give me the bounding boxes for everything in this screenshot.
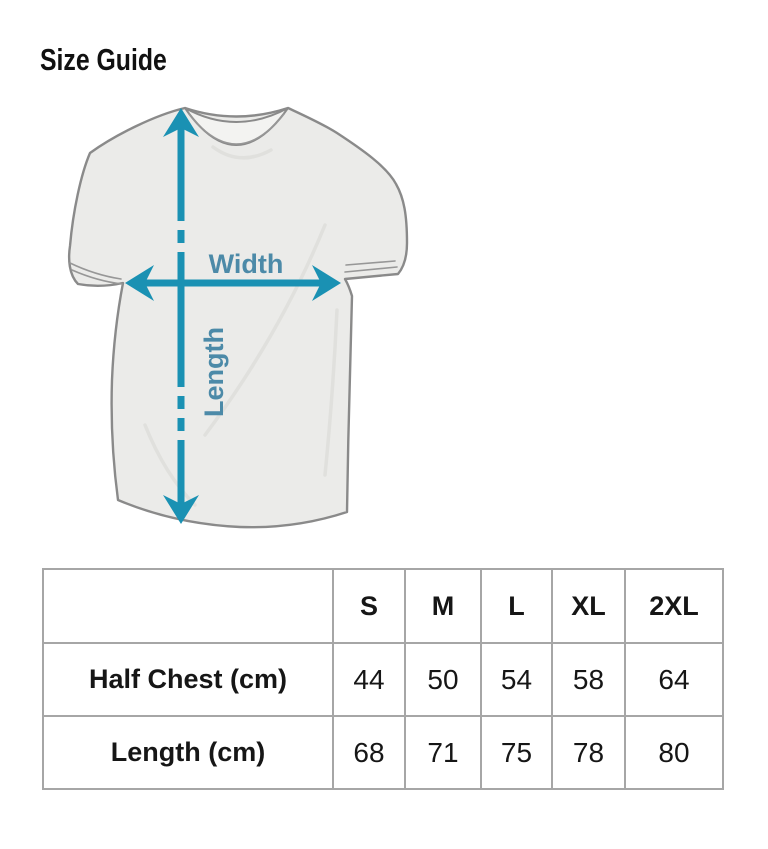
- size-column-header: XL: [551, 568, 626, 644]
- arrow-left-icon: [125, 265, 154, 301]
- arrow-down-icon: [163, 495, 199, 524]
- size-value-cell: 54: [480, 642, 553, 717]
- arrow-up-icon: [163, 108, 199, 137]
- size-value-cell: 78: [551, 715, 626, 790]
- tshirt-measurement-diagram: Width Length: [55, 95, 475, 565]
- page-title: Size Guide: [40, 42, 167, 77]
- size-table-header-row: S M L XL 2XL: [42, 568, 724, 644]
- size-table: S M L XL 2XL Half Chest (cm) 44 50 54 58 64 Length…: [42, 568, 724, 790]
- collar-stitch: [188, 113, 285, 145]
- tshirt-body-shape: [67, 106, 409, 529]
- right-cuff-stitch: [345, 260, 396, 266]
- width-label: Width: [209, 249, 284, 279]
- size-table-corner-cell: [42, 568, 334, 644]
- size-value-cell: 50: [404, 642, 482, 717]
- size-value-cell: 75: [480, 715, 553, 790]
- size-value-cell: 71: [404, 715, 482, 790]
- right-cuff-stitch: [344, 266, 398, 273]
- size-column-header: M: [404, 568, 482, 644]
- size-row-label: Length (cm): [42, 715, 334, 790]
- size-value-cell: 64: [624, 642, 724, 717]
- fabric-crease: [203, 223, 327, 437]
- size-table-row: Length (cm) 68 71 75 78 80: [42, 715, 724, 790]
- tshirt-illustration: Width Length: [67, 106, 409, 529]
- size-column-header: S: [332, 568, 406, 644]
- fabric-crease: [323, 308, 339, 477]
- left-cuff-stitch: [71, 269, 123, 285]
- arrow-right-icon: [312, 265, 341, 301]
- size-value-cell: 80: [624, 715, 724, 790]
- size-value-cell: 44: [332, 642, 406, 717]
- fabric-crease: [211, 145, 273, 160]
- width-arrow: [125, 265, 341, 301]
- size-value-cell: 68: [332, 715, 406, 790]
- left-cuff-stitch: [69, 262, 122, 280]
- size-row-label: Half Chest (cm): [42, 642, 334, 717]
- size-column-header: 2XL: [624, 568, 724, 644]
- size-value-cell: 58: [551, 642, 626, 717]
- size-table-body: Half Chest (cm) 44 50 54 58 64 Length (cm) 68 71…: [42, 642, 724, 790]
- fabric-crease: [143, 423, 197, 507]
- size-table-row: Half Chest (cm) 44 50 54 58 64: [42, 642, 724, 717]
- size-column-header: L: [480, 568, 553, 644]
- length-label: Length: [199, 327, 229, 417]
